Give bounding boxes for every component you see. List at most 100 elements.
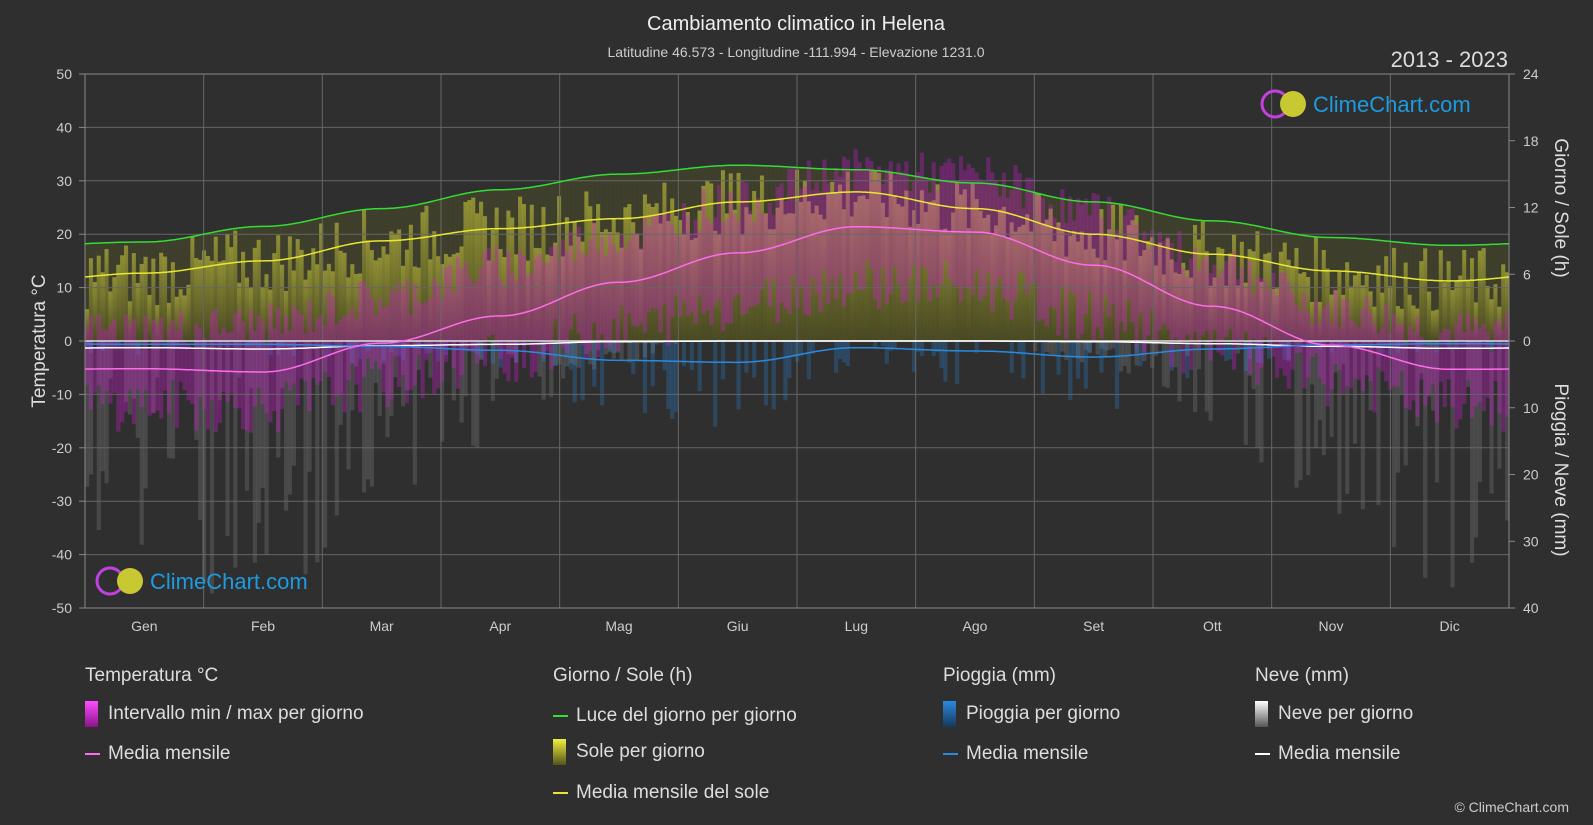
sun-day-bar <box>830 182 835 341</box>
sun-day-bar <box>732 209 737 341</box>
sun-day-bar <box>537 248 542 341</box>
sun-day-bar <box>498 249 503 341</box>
sun-day-bar <box>685 212 691 341</box>
sun-day-bar <box>1349 286 1354 341</box>
x-tick-label: Ott <box>1203 618 1222 634</box>
temp-range-day-bar <box>1247 261 1252 374</box>
rain-day-bar <box>541 341 546 362</box>
sun-day-bar <box>853 201 858 341</box>
sun-day-bar <box>1122 260 1127 341</box>
temp-range-day-bar <box>1009 189 1014 320</box>
sun-day-bar <box>1454 281 1459 341</box>
temp-range-day-bar <box>1114 230 1120 342</box>
temp-range-day-bar <box>354 318 359 385</box>
rain-day-bar <box>837 341 843 359</box>
daylight-day-bar <box>182 237 187 341</box>
sun-day-bar <box>1399 308 1404 341</box>
temp-range-day-bar <box>697 230 702 297</box>
sun-day-bar <box>1107 229 1112 341</box>
temp-range-day-bar <box>135 343 140 390</box>
snow-day-bar <box>463 341 468 397</box>
snow-day-bar <box>1306 341 1311 476</box>
y-tick-label-left: 10 <box>56 280 72 296</box>
sun-day-bar <box>127 301 133 341</box>
rain-day-bar <box>841 341 847 363</box>
snow-day-bar <box>619 341 624 360</box>
x-tick-label: Lug <box>845 618 868 634</box>
rain-day-bar <box>1169 341 1174 371</box>
sun-day-bar <box>440 264 445 341</box>
legend-snow: Neve per giorno <box>1255 701 1413 727</box>
rain-day-bar <box>1477 341 1482 345</box>
temp-range-day-bar <box>1403 344 1408 408</box>
temp-range-day-bar <box>837 176 843 275</box>
sun-day-bar <box>1196 239 1202 341</box>
temp-range-day-bar <box>120 344 125 423</box>
rain-day-bar <box>697 341 702 392</box>
daylight-day-bar <box>1317 237 1323 341</box>
temp-range-day-bar <box>369 298 375 369</box>
temp-range-day-bar <box>1181 267 1186 374</box>
snow-day-bar <box>131 341 137 399</box>
temp-range-day-bar <box>1185 276 1190 335</box>
snow-day-bar <box>642 341 648 358</box>
temp-range-day-bar <box>557 258 562 344</box>
sun-day-bar <box>1126 225 1131 341</box>
sun-day-bar <box>92 281 98 341</box>
temp-range-day-bar <box>1052 217 1057 309</box>
sun-day-bar <box>244 277 250 341</box>
sun-day-bar <box>326 263 332 341</box>
rain-day-bar <box>939 341 944 368</box>
snow-day-bar <box>1466 341 1471 387</box>
snow-day-bar <box>1122 341 1127 366</box>
temp-range-day-bar <box>1372 322 1377 413</box>
daylight-day-bar <box>1395 242 1401 341</box>
temp-range-day-bar <box>1036 195 1042 322</box>
sun-day-bar <box>1005 237 1010 341</box>
daylight-day-bar <box>1473 244 1479 341</box>
sun-day-bar <box>638 249 644 341</box>
temp-range-day-bar <box>209 313 215 401</box>
legend-temp-mean: Media mensile <box>85 743 231 765</box>
legend-temp-range-label: Intervallo min / max per giorno <box>108 703 364 724</box>
sun-day-bar <box>553 242 558 341</box>
brand-logo-bottom[interactable]: ClimeChart.com <box>95 566 308 596</box>
temp-range-day-bar <box>763 214 769 280</box>
temp-range-day-bar <box>943 162 948 262</box>
temp-range-day-bar <box>759 212 765 290</box>
sun-day-bar <box>221 260 226 341</box>
sun-day-bar <box>1438 250 1443 341</box>
legend-daylight-label: Luce del giorno per giorno <box>576 705 797 726</box>
sun-day-bar <box>166 302 172 341</box>
temp-range-day-bar <box>350 307 355 364</box>
temp-range-day-bar <box>545 263 550 352</box>
temp-range-day-bar <box>1352 322 1358 379</box>
temp-range-day-bar <box>1107 196 1112 318</box>
sun-day-bar <box>802 180 808 341</box>
x-tick-label: Giu <box>727 618 749 634</box>
temp-range-day-bar <box>1317 322 1323 378</box>
snow-day-bar <box>151 341 156 413</box>
sun-day-bar <box>869 171 874 341</box>
sun-day-bar <box>1200 221 1205 341</box>
y-tick-label-left: 20 <box>56 226 72 242</box>
brand-logo-top[interactable]: ClimeChart.com <box>1260 89 1471 119</box>
snow-day-bar <box>1395 341 1401 473</box>
legend-temperature-title: Temperatura °C <box>85 665 219 686</box>
temp-range-day-bar <box>947 158 952 279</box>
sun-day-bar <box>108 291 113 341</box>
y-tick-label-left: -40 <box>52 547 72 563</box>
sun-day-bar <box>1407 294 1412 341</box>
temp-range-day-bar <box>1294 304 1299 354</box>
snow-day-bar <box>280 341 285 389</box>
rain-day-bar <box>810 341 815 354</box>
snow-day-bar <box>564 341 570 367</box>
sun-day-bar <box>596 204 601 341</box>
snow-day-bar <box>1208 341 1213 421</box>
snow-mean-line <box>85 340 1509 350</box>
temp-range-day-bar <box>1232 251 1237 370</box>
rain-day-bar <box>1103 341 1108 351</box>
sun-day-bar <box>1446 261 1451 341</box>
rain-mean-swatch <box>943 753 958 755</box>
sun-day-bar <box>1384 256 1389 341</box>
